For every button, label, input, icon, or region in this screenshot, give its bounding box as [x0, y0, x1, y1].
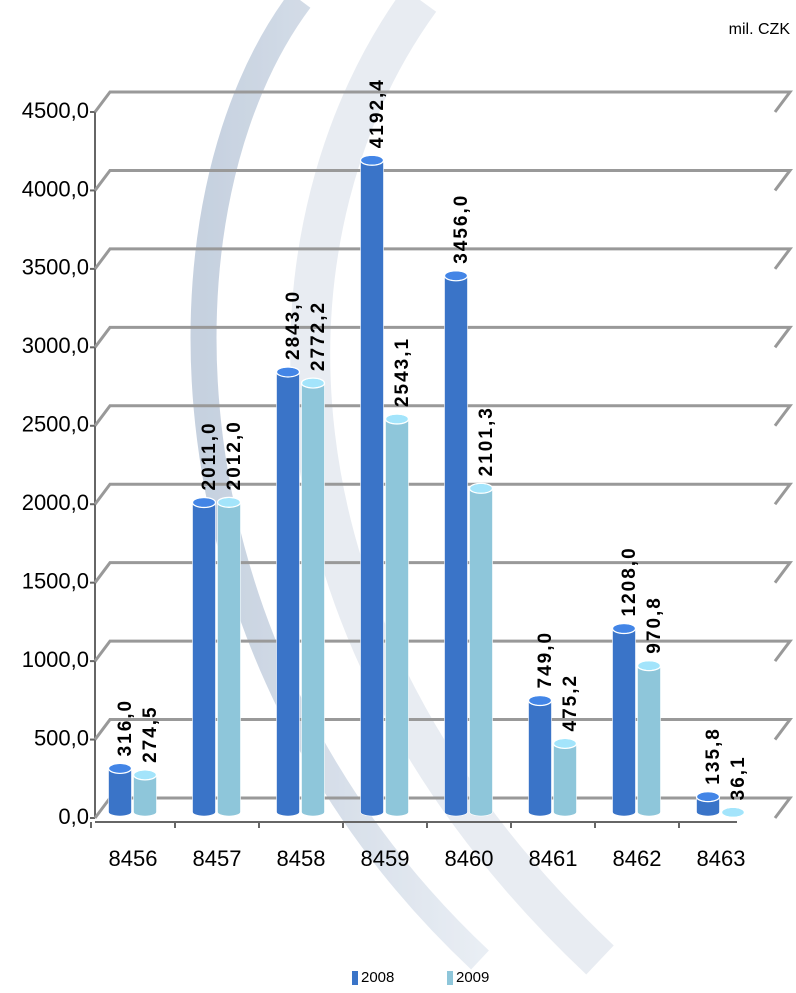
bar	[552, 737, 578, 817]
bar-top	[720, 806, 746, 818]
y-tick-label: 1500,0	[22, 568, 89, 593]
bar-top	[527, 694, 553, 707]
value-label: 274,5	[140, 705, 161, 763]
bar-body	[217, 502, 241, 817]
grid-line	[93, 90, 793, 113]
bar	[636, 660, 662, 817]
bar-top	[359, 154, 385, 166]
legend-swatch	[447, 971, 453, 985]
y-tick-label: 4500,0	[22, 98, 89, 123]
bar-body	[360, 159, 384, 817]
bar	[107, 762, 133, 817]
bar	[359, 154, 385, 817]
bar	[527, 694, 553, 817]
x-tick-label: 8460	[445, 846, 494, 871]
y-tick-label: 1000,0	[22, 647, 89, 672]
legend-label: 2009	[456, 969, 489, 986]
bar-body	[108, 768, 132, 817]
unit-label: mil. CZK	[729, 21, 791, 38]
bar-body	[276, 371, 300, 817]
value-label: 970,8	[644, 596, 665, 654]
bar-top	[107, 762, 133, 775]
value-label: 2101,3	[476, 406, 497, 476]
bar-top	[132, 769, 158, 781]
legend-label: 2008	[361, 969, 394, 986]
bar-top	[611, 622, 637, 635]
y-tick-label: 2500,0	[22, 412, 89, 437]
bar-top	[384, 413, 410, 425]
bar-top	[300, 377, 326, 389]
bar	[191, 496, 217, 817]
bar	[720, 806, 746, 818]
bar-top	[216, 496, 242, 508]
value-label: 475,2	[560, 674, 581, 732]
bar-body	[528, 700, 552, 817]
x-tick-label: 8461	[529, 846, 578, 871]
bar-body	[444, 275, 468, 817]
bar-top	[468, 482, 494, 494]
bar-body	[133, 774, 157, 817]
x-tick-label: 8459	[361, 846, 410, 871]
value-label: 4192,4	[367, 78, 388, 148]
value-label: 316,0	[115, 699, 136, 757]
bar	[216, 496, 242, 817]
bar-top	[552, 737, 578, 750]
legend-swatch	[352, 971, 358, 985]
x-tick-label: 8462	[613, 846, 662, 871]
value-label: 2012,0	[224, 420, 245, 490]
bar	[384, 413, 410, 817]
bar	[443, 270, 469, 817]
grid-line	[93, 247, 793, 270]
value-label: 749,0	[535, 631, 556, 689]
x-tick-label: 8456	[109, 846, 158, 871]
value-label: 2543,1	[392, 337, 413, 407]
bar-body	[301, 382, 325, 817]
bar-body	[637, 665, 661, 817]
grid-line	[93, 168, 793, 192]
y-tick-label: 2000,0	[22, 490, 89, 515]
bar-top	[695, 791, 721, 803]
bar	[275, 366, 301, 817]
bar-top	[275, 366, 301, 378]
bar-top	[636, 660, 662, 672]
value-label: 1208,0	[619, 546, 640, 616]
x-tick-label: 8457	[193, 846, 242, 871]
value-label: 2011,0	[199, 421, 220, 490]
bar-body	[385, 418, 409, 817]
bar	[132, 769, 158, 817]
value-label: 36,1	[728, 755, 749, 800]
bar-top	[443, 270, 469, 282]
y-tick-label: 3500,0	[22, 255, 89, 280]
bar	[611, 622, 637, 817]
value-label: 2772,2	[308, 301, 329, 371]
bar-body	[553, 743, 577, 817]
bar	[695, 791, 721, 817]
bar-top	[191, 496, 217, 509]
bar-body	[192, 502, 216, 817]
value-label: 3456,0	[451, 194, 472, 264]
bar	[300, 377, 326, 817]
value-label: 135,8	[703, 727, 724, 785]
x-tick-label: 8463	[697, 846, 746, 871]
bar	[468, 482, 494, 817]
bar-body	[469, 488, 493, 817]
y-tick-label: 500,0	[34, 725, 89, 750]
value-label: 2843,0	[283, 290, 304, 360]
x-tick-label: 8458	[277, 846, 326, 871]
y-tick-label: 3000,0	[22, 333, 89, 358]
bar-body	[612, 628, 636, 817]
y-tick-label: 4000,0	[22, 176, 89, 201]
y-tick-label: 0,0	[58, 804, 89, 829]
